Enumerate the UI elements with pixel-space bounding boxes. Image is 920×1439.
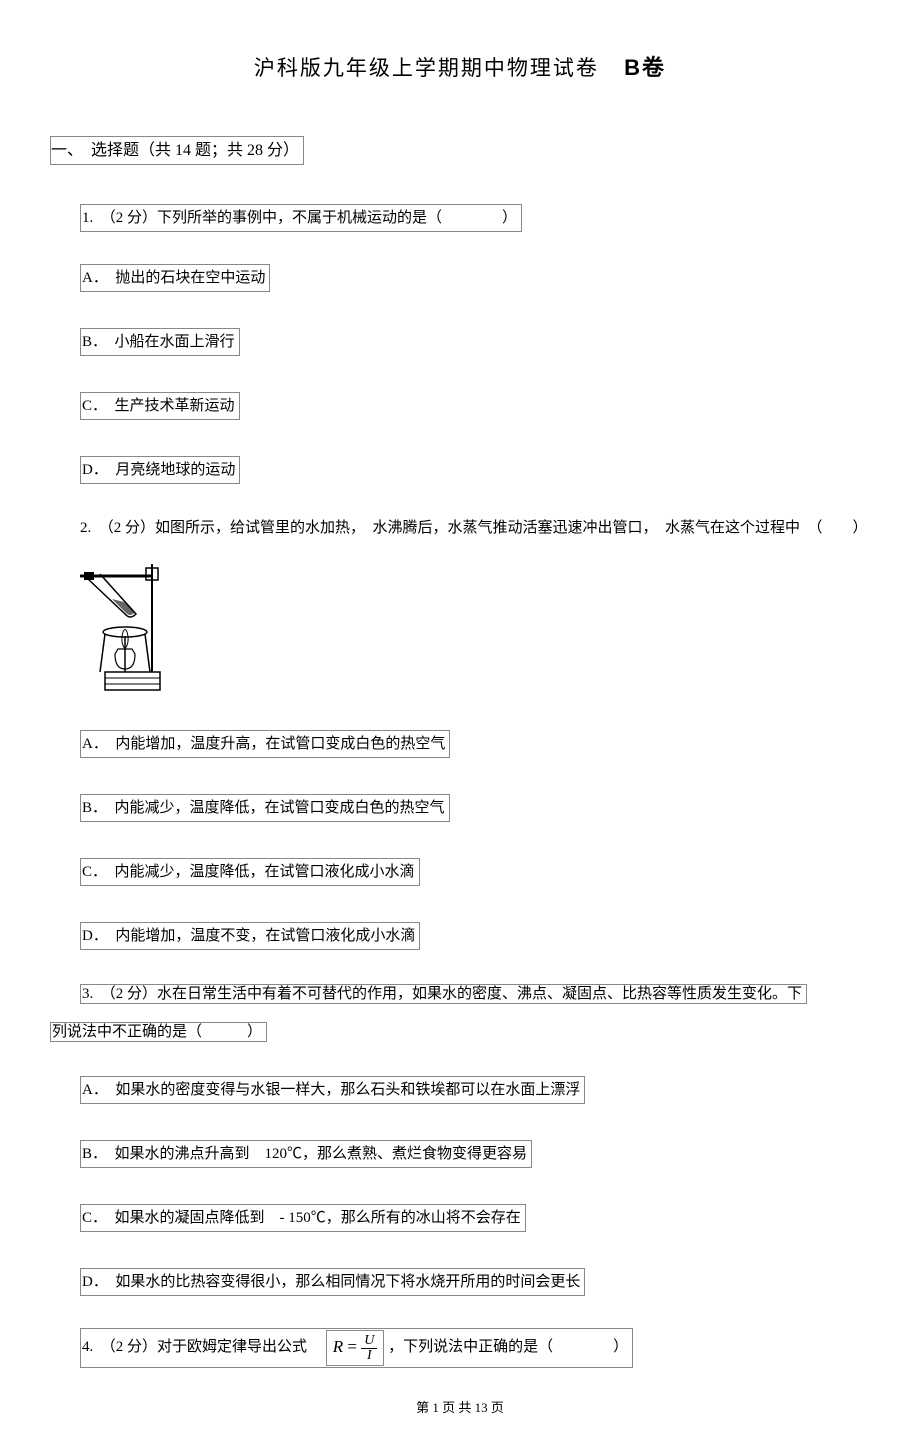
question-4-stem-post: ，下列说法中正确的是（ ） bbox=[388, 1339, 628, 1355]
question-2-option-d: D． 内能增加，温度不变，在试管口液化成小水滴 bbox=[80, 922, 420, 950]
question-2-stem: 2. （2 分）如图所示，给试管里的水加热， 水沸腾后，水蒸气推动活塞迅速冲出管… bbox=[80, 516, 870, 540]
page-footer: 第 1 页 共 13 页 bbox=[50, 1398, 870, 1419]
title-variant: B卷 bbox=[624, 55, 666, 80]
question-2-figure bbox=[80, 554, 870, 702]
question-4-stem: 4. （2 分）对于欧姆定律导出公式 R = UI ，下列说法中正确的是（ ） bbox=[80, 1328, 633, 1368]
question-2-option-b: B． 内能减少，温度降低，在试管口变成白色的热空气 bbox=[80, 794, 450, 822]
question-1-option-b: B． 小船在水面上滑行 bbox=[80, 328, 240, 356]
question-3-option-c: C． 如果水的凝固点降低到 - 150℃，那么所有的冰山将不会存在 bbox=[80, 1204, 526, 1232]
question-1-option-c: C． 生产技术革新运动 bbox=[80, 392, 240, 420]
question-3-stem-line2: 列说法中不正确的是（ ） bbox=[50, 1020, 870, 1044]
question-3-stem-line1: 3. （2 分）水在日常生活中有着不可替代的作用，如果水的密度、沸点、凝固点、比… bbox=[80, 982, 870, 1006]
question-2-option-c: C． 内能减少，温度降低，在试管口液化成小水滴 bbox=[80, 858, 420, 886]
question-4-stem-pre: 4. （2 分）对于欧姆定律导出公式 bbox=[82, 1339, 322, 1355]
question-3-option-a: A． 如果水的密度变得与水银一样大，那么石头和铁埃都可以在水面上漂浮 bbox=[80, 1076, 585, 1104]
question-3-option-b: B． 如果水的沸点升高到 120℃，那么煮熟、煮烂食物变得更容易 bbox=[80, 1140, 532, 1168]
question-3-option-d: D． 如果水的比热容变得很小，那么相同情况下将水烧开所用的时间会更长 bbox=[80, 1268, 585, 1296]
title-main: 沪科版九年级上学期期中物理试卷 bbox=[254, 56, 599, 80]
question-4: 4. （2 分）对于欧姆定律导出公式 R = UI ，下列说法中正确的是（ ） bbox=[80, 1328, 870, 1368]
question-1-option-a: A． 抛出的石块在空中运动 bbox=[80, 264, 270, 292]
question-2-option-a: A． 内能增加，温度升高，在试管口变成白色的热空气 bbox=[80, 730, 450, 758]
question-1: 1. （2 分）下列所举的事例中，不属于机械运动的是（ ） bbox=[80, 204, 870, 232]
question-1-stem: 1. （2 分）下列所举的事例中，不属于机械运动的是（ ） bbox=[80, 204, 522, 232]
exam-title: 沪科版九年级上学期期中物理试卷 B卷 bbox=[50, 50, 870, 86]
section-1-header: 一、 选择题（共 14 题；共 28 分） bbox=[50, 136, 304, 166]
question-1-option-d: D． 月亮绕地球的运动 bbox=[80, 456, 240, 484]
formula-ohm: R = UI bbox=[326, 1330, 385, 1366]
